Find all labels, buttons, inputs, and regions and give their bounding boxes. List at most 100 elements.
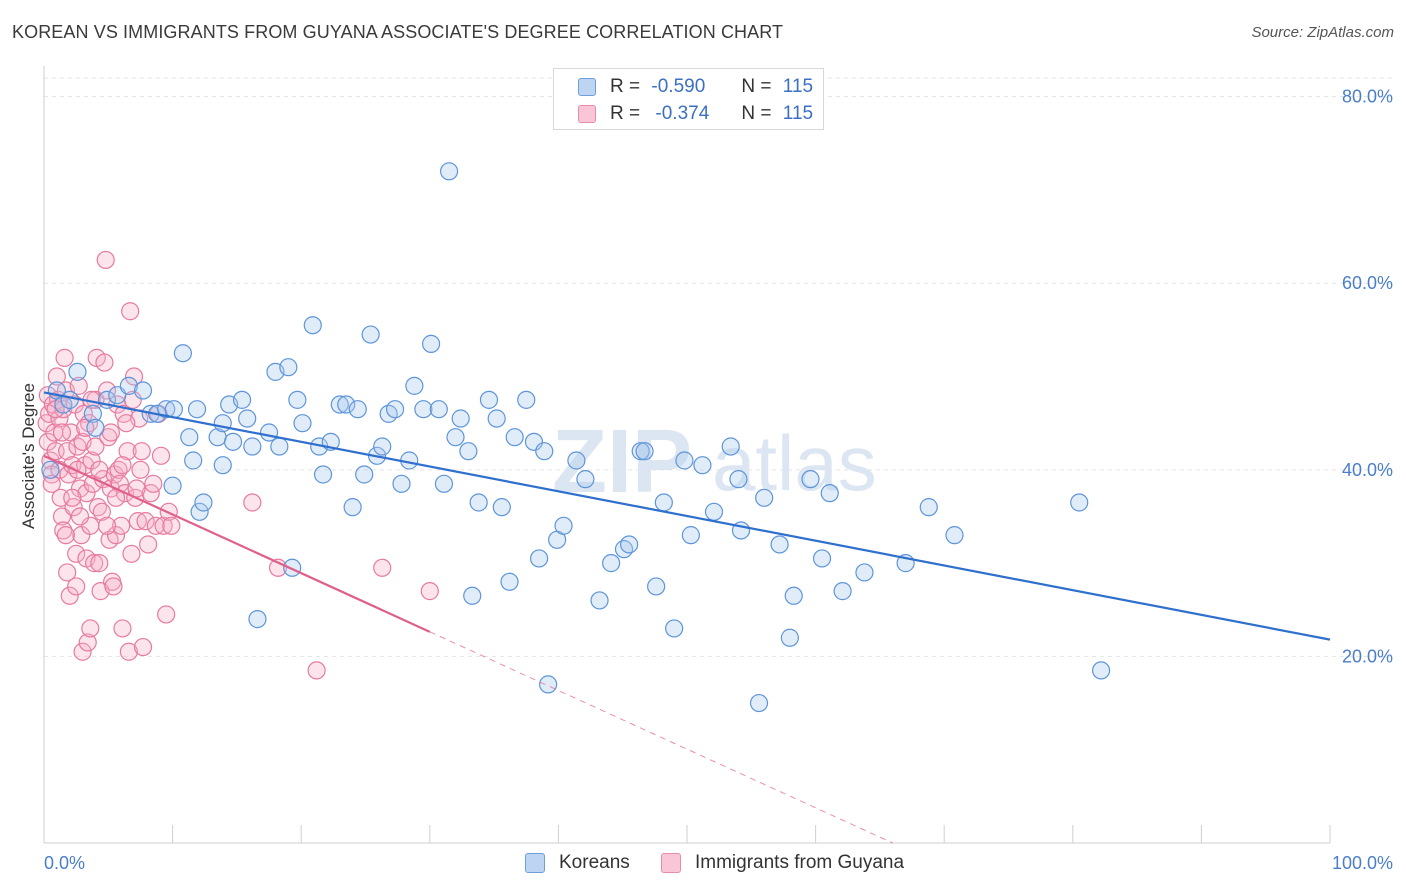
data-point-korean bbox=[270, 437, 289, 456]
series-koreans-points bbox=[41, 162, 1111, 713]
data-point-korean bbox=[373, 437, 392, 456]
data-point-korean bbox=[780, 628, 799, 647]
data-point-korean bbox=[68, 362, 87, 381]
data-point-korean bbox=[647, 577, 666, 596]
data-point-guyana bbox=[90, 460, 109, 479]
data-point-korean bbox=[517, 390, 536, 409]
data-point-korean bbox=[721, 437, 740, 456]
data-point-guyana bbox=[81, 619, 100, 638]
y-axis-label: Associate's Degree bbox=[19, 383, 38, 529]
data-point-guyana bbox=[133, 637, 153, 657]
data-point-guyana bbox=[101, 423, 120, 442]
data-point-korean bbox=[180, 428, 199, 447]
data-point-korean bbox=[459, 442, 478, 461]
legend-n-value: 115 bbox=[782, 103, 814, 124]
data-point-korean bbox=[119, 376, 138, 395]
data-point-korean bbox=[41, 460, 60, 479]
data-point-korean bbox=[173, 344, 192, 363]
data-point-korean bbox=[505, 428, 524, 447]
legend-row-guyana: R = -0.374 N = 115 bbox=[578, 103, 813, 125]
data-point-guyana bbox=[104, 577, 123, 596]
correlation-legend: R = -0.590 N = 115 R = -0.374 N = 115 bbox=[553, 68, 824, 130]
data-point-korean bbox=[337, 395, 356, 414]
data-point-korean bbox=[243, 437, 262, 456]
data-point-guyana bbox=[60, 586, 79, 605]
data-point-korean bbox=[681, 526, 700, 545]
data-point-guyana bbox=[144, 474, 163, 493]
data-point-korean bbox=[361, 325, 380, 344]
data-point-guyana bbox=[47, 367, 66, 386]
legend-item-koreans[interactable]: Koreans bbox=[525, 852, 630, 874]
legend-r-value: -0.590 bbox=[651, 76, 706, 97]
legend-r-label: R = bbox=[610, 103, 641, 124]
data-point-korean bbox=[213, 456, 232, 475]
data-point-guyana bbox=[131, 460, 150, 479]
data-point-korean bbox=[439, 162, 459, 181]
data-point-korean bbox=[635, 442, 654, 461]
data-point-guyana bbox=[124, 367, 144, 386]
data-point-korean bbox=[654, 493, 673, 512]
data-point-korean bbox=[86, 418, 105, 437]
data-point-korean bbox=[232, 390, 252, 409]
grid-lines bbox=[44, 77, 1392, 657]
data-point-guyana bbox=[68, 460, 87, 479]
data-point-korean bbox=[392, 474, 411, 493]
data-point-guyana bbox=[58, 563, 77, 582]
data-point-korean bbox=[665, 619, 684, 638]
data-point-korean bbox=[855, 563, 874, 582]
trend-line-guyana-extension bbox=[429, 631, 893, 844]
data-point-korean bbox=[414, 400, 433, 419]
data-point-korean bbox=[631, 442, 650, 461]
data-point-guyana bbox=[67, 544, 86, 563]
data-point-korean bbox=[343, 498, 362, 517]
data-point-korean bbox=[539, 675, 558, 694]
data-point-guyana bbox=[117, 414, 136, 433]
trend-lines bbox=[43, 391, 1331, 844]
data-point-korean bbox=[487, 409, 506, 428]
data-point-guyana bbox=[420, 582, 439, 601]
data-point-guyana bbox=[76, 418, 95, 437]
data-point-guyana bbox=[95, 353, 114, 372]
legend-swatch-koreans bbox=[525, 853, 545, 873]
data-point-korean bbox=[554, 516, 573, 535]
x-tick-label: 100.0% bbox=[1332, 853, 1393, 873]
data-point-korean bbox=[248, 609, 267, 629]
data-point-korean bbox=[749, 693, 769, 713]
data-point-korean bbox=[451, 409, 470, 428]
series-legend: Koreans Immigrants from Guyana bbox=[0, 852, 1406, 876]
data-point-korean bbox=[755, 488, 774, 507]
legend-row-koreans: R = -0.590 N = 115 bbox=[578, 76, 813, 98]
data-point-guyana bbox=[132, 442, 151, 461]
data-point-korean bbox=[833, 582, 852, 601]
data-point-guyana bbox=[63, 488, 82, 507]
watermark-atlas: atlas bbox=[712, 419, 877, 507]
data-point-korean bbox=[567, 451, 586, 470]
data-point-korean bbox=[223, 432, 243, 451]
data-point-guyana bbox=[97, 516, 117, 535]
data-point-guyana bbox=[86, 437, 105, 456]
legend-item-guyana[interactable]: Immigrants from Guyana bbox=[661, 852, 904, 874]
data-point-guyana bbox=[157, 605, 176, 624]
data-point-korean bbox=[133, 381, 153, 400]
data-point-korean bbox=[238, 409, 257, 428]
legend-label-koreans: Koreans bbox=[559, 852, 630, 873]
data-point-guyana bbox=[151, 446, 171, 465]
y-tick-label: 40.0% bbox=[1342, 460, 1393, 480]
data-point-guyana bbox=[154, 516, 173, 535]
data-point-korean bbox=[602, 554, 621, 573]
data-point-guyana bbox=[52, 423, 72, 442]
data-point-guyana bbox=[112, 516, 131, 535]
data-point-guyana bbox=[54, 400, 73, 419]
data-point-korean bbox=[194, 493, 213, 512]
data-point-korean bbox=[313, 465, 333, 484]
data-point-korean bbox=[479, 390, 499, 409]
legend-n-label: N = bbox=[741, 103, 772, 124]
data-point-korean bbox=[429, 400, 448, 419]
data-point-korean bbox=[693, 456, 712, 475]
legend-label-guyana: Immigrants from Guyana bbox=[695, 852, 905, 873]
data-point-korean bbox=[184, 451, 203, 470]
legend-swatch-guyana bbox=[661, 853, 681, 873]
data-point-guyana bbox=[92, 502, 111, 521]
data-point-guyana bbox=[56, 526, 75, 545]
data-point-guyana bbox=[85, 554, 104, 573]
